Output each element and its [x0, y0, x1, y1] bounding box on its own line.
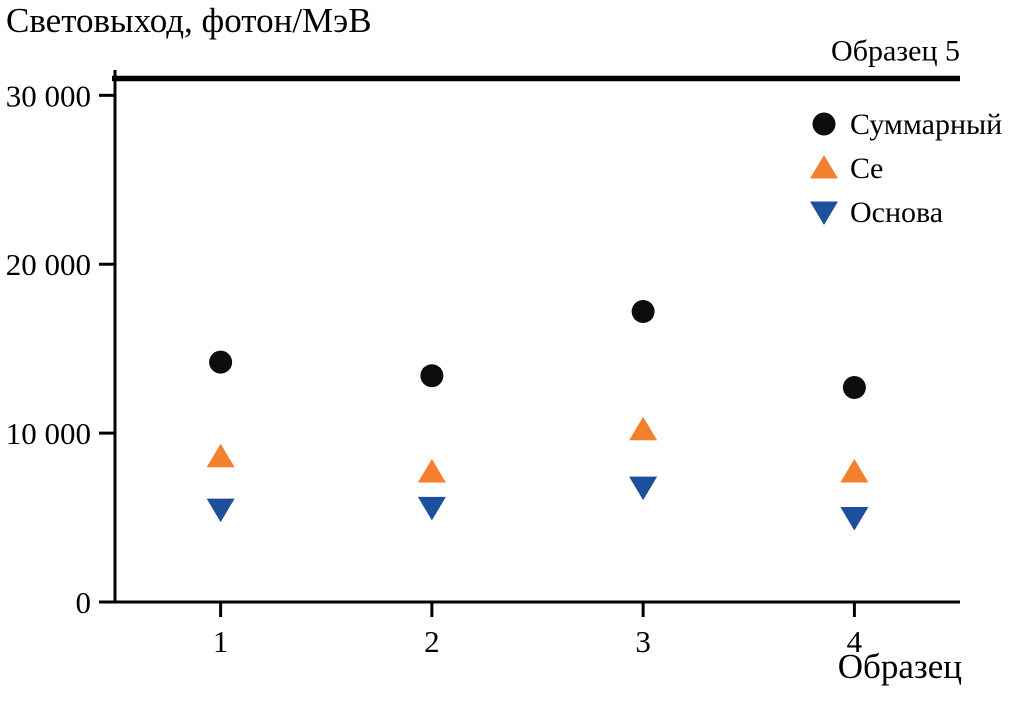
data-point-triangle-down	[629, 476, 658, 501]
legend-marker-triangle-up	[810, 155, 838, 179]
data-point-circle	[209, 350, 233, 374]
legend: Суммарный Ce Основа	[810, 108, 1002, 229]
x-tick-label: 3	[635, 624, 651, 659]
legend-label: Основа	[850, 196, 943, 229]
data-point-triangle-down	[206, 498, 235, 523]
data-points	[206, 300, 869, 531]
x-tick-label: 1	[213, 624, 229, 659]
reference-line-label: Образец 5	[831, 34, 960, 67]
x-tick-label: 4	[847, 624, 863, 659]
legend-label: Суммарный	[850, 108, 1002, 141]
x-tick-label: 2	[424, 624, 440, 659]
data-point-circle	[842, 376, 866, 400]
data-point-triangle-down	[417, 496, 446, 521]
legend-marker-circle	[812, 112, 836, 136]
data-point-circle	[631, 300, 655, 324]
reference-line-group: Образец 5	[112, 34, 960, 82]
data-point-triangle-up	[629, 416, 658, 441]
legend-marker-triangle-down	[810, 201, 838, 225]
y-tick-label: 0	[76, 585, 92, 620]
chart-title: Световыход, фотон/МэВ	[6, 1, 372, 40]
x-axis-label: Образец	[838, 647, 962, 686]
data-point-triangle-up	[206, 443, 235, 468]
legend-label: Ce	[850, 152, 883, 185]
data-point-triangle-up	[840, 458, 869, 483]
data-point-circle	[420, 364, 444, 388]
y-tick-label: 30 000	[6, 78, 91, 113]
y-tick-label: 10 000	[6, 416, 91, 451]
data-point-triangle-up	[417, 458, 446, 483]
data-point-triangle-down	[840, 507, 869, 531]
y-tick-label: 20 000	[6, 247, 91, 282]
axes: 0 10 000 20 000 30 000 1 2 3 4	[6, 70, 960, 659]
